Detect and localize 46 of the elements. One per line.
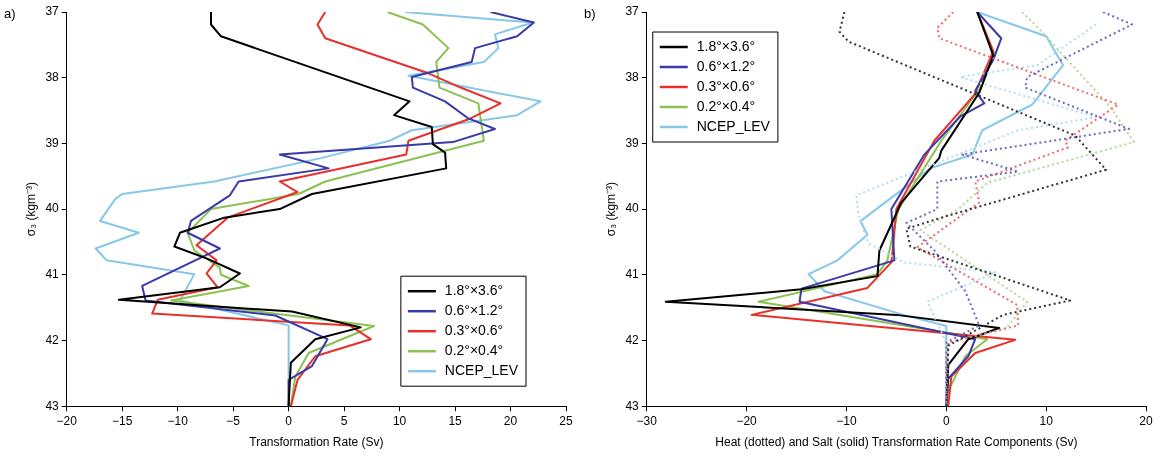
x-tick-label: −10 xyxy=(167,413,189,428)
y-tick-label: 40 xyxy=(45,201,60,216)
chart-title: b) xyxy=(584,6,596,22)
y-tick-label: 37 xyxy=(625,4,640,19)
y-tick-label: 42 xyxy=(625,332,640,347)
x-tick-label: 0 xyxy=(285,413,293,428)
legend-label: NCEP_LEV xyxy=(696,117,771,134)
legend-label: 1.8°×3.6° xyxy=(444,282,504,299)
x-tick-label: −10 xyxy=(836,413,857,428)
y-tick-label: 42 xyxy=(45,332,60,347)
legend-label: 0.6°×1.2° xyxy=(696,57,756,74)
x-tick-label: 10 xyxy=(1039,413,1054,428)
y-tick-label: 40 xyxy=(625,201,640,216)
x-tick-label: 0 xyxy=(942,413,950,428)
x-tick-label: −15 xyxy=(112,413,133,428)
y-tick-label: 43 xyxy=(45,398,60,413)
y-tick-label: 43 xyxy=(625,398,640,413)
x-tick-label: −5 xyxy=(226,413,241,428)
legend-label: NCEP_LEV xyxy=(444,362,519,379)
x-tick-label: −20 xyxy=(56,413,78,428)
y-tick-label: 41 xyxy=(625,267,640,282)
x-tick-label: 15 xyxy=(448,413,463,428)
x-tick-label: −20 xyxy=(736,413,758,428)
y-tick-label: 37 xyxy=(45,4,60,19)
x-tick-label: 5 xyxy=(340,413,348,428)
x-axis-title: Heat (dotted) and Salt (solid) Transformation Rate Components (Sv) xyxy=(715,435,1078,450)
x-tick-label: 25 xyxy=(559,413,573,428)
x-tick-label: −30 xyxy=(636,413,658,428)
y-tick-label: 39 xyxy=(45,135,60,150)
x-axis-title: Transformation Rate (Sv) xyxy=(249,435,384,450)
x-tick-label: 10 xyxy=(392,413,407,428)
legend-label: 0.2°×0.4° xyxy=(696,97,756,114)
y-tick-label: 38 xyxy=(45,70,60,85)
legend-label: 0.3°×0.6° xyxy=(444,322,504,339)
y-axis-title: σ₃ (kgm⁻³) xyxy=(603,181,618,237)
chart-title: a) xyxy=(4,6,16,22)
legend-label: 0.3°×0.6° xyxy=(696,77,756,94)
x-tick-label: 20 xyxy=(1139,413,1153,428)
y-tick-label: 39 xyxy=(625,135,640,150)
y-axis-title: σ₃ (kgm⁻³) xyxy=(23,181,38,237)
y-tick-label: 41 xyxy=(45,267,60,282)
x-tick-label: 20 xyxy=(503,413,518,428)
legend-label: 0.2°×0.4° xyxy=(444,342,504,359)
legend-label: 1.8°×3.6° xyxy=(696,37,756,54)
y-tick-label: 38 xyxy=(625,70,640,85)
legend-label: 0.6°×1.2° xyxy=(444,302,504,319)
